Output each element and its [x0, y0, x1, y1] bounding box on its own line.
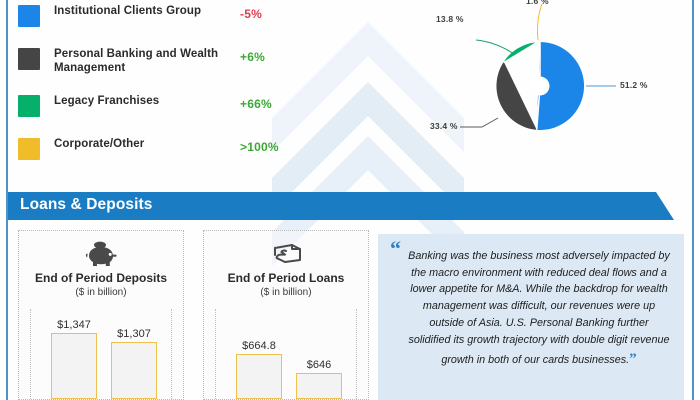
panel-title-end-of-period-deposits: End of Period Deposits	[34, 271, 167, 285]
section-banner-loans-and-deposits: Loans & Deposits	[8, 192, 692, 220]
bar-group-loans-2[interactable]: $646	[296, 319, 342, 399]
quote-close-mark: ”	[629, 351, 637, 368]
bar-deposits-1	[51, 333, 97, 399]
bar-loans-1	[236, 354, 282, 399]
legend-label-institutional-clients-group: Institutional Clients Group	[54, 5, 202, 17]
legend-item-legacy-franchises[interactable]: Legacy Franchises +66%	[18, 95, 272, 117]
donut-slice-institutional-clients-group	[536, 41, 585, 130]
donut-hole	[530, 76, 550, 96]
piggy-bank-icon	[19, 237, 183, 274]
donut-slice-legacy-franchises	[503, 42, 536, 62]
bar-gridline	[30, 309, 31, 399]
donut-leader-lines	[460, 3, 616, 128]
left-rail	[6, 0, 8, 400]
bar-group-deposits-2[interactable]: $1,307	[111, 319, 157, 399]
metric-panel-end-of-period-loans: End of Period Loans ($ in billion) $664.…	[203, 230, 369, 400]
bar-chart-end-of-period-deposits: $1,347 $1,307	[19, 309, 183, 399]
hand-card-icon	[204, 237, 368, 274]
legend-swatch-corporate-other	[18, 138, 40, 160]
bar-loans-2	[296, 373, 342, 399]
donut-label-institutional-clients-group: 51.2 %	[620, 80, 648, 90]
legend-item-institutional-clients-group[interactable]: Institutional Clients Group -5%	[18, 5, 262, 27]
legend-item-personal-banking-and-wealth-management[interactable]: Personal Banking and Wealth Management +…	[18, 48, 265, 75]
legend-label-corporate-other: Corporate/Other	[54, 138, 145, 150]
quote-open-mark: “	[390, 236, 401, 261]
donut-slice-personal-banking-and-wealth-management	[496, 61, 537, 130]
legend-value-institutional-clients-group: -5%	[240, 7, 262, 21]
banner-shape	[8, 192, 674, 220]
legend-label-legacy-franchises: Legacy Franchises	[54, 95, 160, 107]
donut-label-legacy-franchises: 13.8 %	[436, 14, 464, 24]
bar-gridline	[171, 309, 172, 399]
legend-value-corporate-other: >100%	[240, 140, 279, 154]
legend-swatch-legacy-franchises	[18, 95, 40, 117]
section-banner-title: Loans & Deposits	[20, 196, 153, 213]
bar-group-loans-1[interactable]: $664.8	[236, 319, 282, 399]
metric-panel-end-of-period-deposits: End of Period Deposits ($ in billion) $1…	[18, 230, 184, 400]
bar-value-deposits-1: $1,347	[57, 319, 91, 331]
legend-value-personal-banking-and-wealth-management: +6%	[240, 50, 265, 64]
revenue-mix-donut-chart: 51.2 % 33.4 % 13.8 % 1.6 %	[430, 0, 690, 176]
legend-item-corporate-other[interactable]: Corporate/Other >100%	[18, 138, 279, 160]
bar-value-loans-1: $664.8	[242, 340, 276, 352]
panel-subtitle-end-of-period-deposits: ($ in billion)	[75, 287, 127, 298]
panel-subtitle-end-of-period-loans: ($ in billion)	[260, 287, 312, 298]
legend-swatch-institutional-clients-group	[18, 5, 40, 27]
donut-label-personal-banking-and-wealth-management: 33.4 %	[430, 121, 458, 131]
donut-label-corporate-other: 1.6 %	[526, 0, 549, 6]
bar-deposits-2	[111, 342, 157, 399]
bar-gridline	[215, 309, 216, 399]
legend-label-personal-banking-and-wealth-management: Personal Banking and Wealth Management	[54, 48, 219, 74]
page-edge-left	[0, 0, 6, 400]
executive-quote-card: “ Banking was the business most adversel…	[378, 234, 684, 400]
bar-value-deposits-2: $1,307	[117, 328, 151, 340]
bar-group-deposits-1[interactable]: $1,347	[51, 319, 97, 399]
panel-title-end-of-period-loans: End of Period Loans	[227, 271, 345, 285]
bar-gridline	[356, 309, 357, 399]
page-edge-right	[694, 0, 700, 400]
quote-text: Banking was the business most adversely …	[408, 248, 670, 372]
bar-value-loans-2: $646	[306, 359, 332, 371]
right-rail	[692, 0, 694, 400]
legend-swatch-personal-banking-and-wealth-management	[18, 48, 40, 70]
quote-body: Banking was the business most adversely …	[408, 250, 670, 367]
legend-value-legacy-franchises: +66%	[240, 97, 272, 111]
bar-chart-end-of-period-loans: $664.8 $646	[204, 309, 368, 399]
